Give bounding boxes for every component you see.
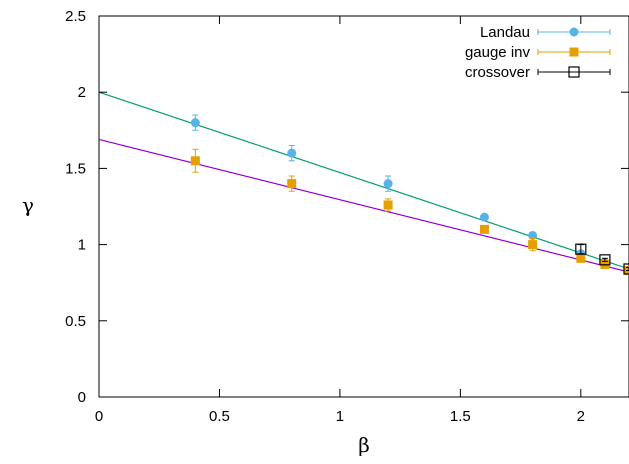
marker-crossover	[575, 243, 587, 255]
marker-gauge-inv	[383, 200, 393, 210]
marker-gauge-inv	[190, 156, 200, 166]
marker-crossover	[623, 263, 629, 275]
point-crossover	[575, 243, 587, 255]
point-Landau	[479, 212, 489, 222]
data-points	[190, 114, 629, 276]
point-Landau	[383, 175, 393, 192]
point-crossover	[599, 254, 611, 266]
x-tick-label: 1	[336, 408, 344, 425]
fit-lines	[98, 91, 629, 273]
point-gauge-inv	[383, 198, 393, 212]
marker-Landau	[287, 148, 297, 158]
point-gauge-inv	[576, 253, 586, 263]
y-axis-label: γ	[22, 193, 34, 217]
x-tick-label: 2	[577, 408, 585, 425]
legend-label-Landau: Landau	[480, 24, 530, 41]
legend-label-gauge-inv: gauge inv	[465, 44, 531, 61]
legend-marker-gauge-inv	[569, 47, 579, 57]
legend-marker-Landau	[569, 27, 579, 37]
marker-Landau	[479, 212, 489, 222]
x-tick-label: 0	[95, 408, 103, 425]
marker-Landau	[190, 118, 200, 128]
legend-item-gauge-inv: gauge inv	[465, 44, 611, 61]
point-gauge-inv	[190, 148, 200, 173]
y-tick-label: 1.5	[65, 160, 86, 177]
axis-ticks: 0 0.5 1 1.5 2 0 0.5 1 1.5 2 2.5	[65, 8, 629, 425]
legend-item-crossover: crossover	[465, 64, 611, 81]
fit-line-1	[98, 91, 629, 270]
y-tick-label: 0.5	[65, 313, 86, 330]
legend-marker-crossover	[568, 66, 580, 78]
y-tick-label: 0	[78, 389, 86, 406]
x-axis-label: β	[358, 433, 370, 457]
marker-Landau	[383, 179, 393, 189]
marker-gauge-inv	[576, 253, 586, 263]
legend: Landau gauge inv crossover	[465, 24, 611, 81]
y-tick-label: 2	[78, 84, 86, 101]
legend-item-Landau: Landau	[480, 24, 611, 41]
fit-line-2	[98, 138, 629, 273]
marker-crossover	[599, 254, 611, 266]
x-tick-label: 1.5	[450, 408, 471, 425]
legend-label-crossover: crossover	[465, 64, 530, 81]
point-Landau	[287, 145, 297, 162]
point-gauge-inv	[479, 224, 489, 234]
point-gauge-inv	[287, 175, 297, 192]
marker-gauge-inv	[479, 224, 489, 234]
point-gauge-inv	[528, 238, 538, 252]
marker-gauge-inv	[528, 240, 538, 250]
point-Landau	[190, 114, 200, 131]
y-tick-label: 1	[78, 237, 86, 254]
x-tick-label: 0.5	[209, 408, 230, 425]
y-tick-label: 2.5	[65, 8, 86, 25]
point-crossover	[623, 263, 629, 275]
marker-Landau	[528, 230, 538, 240]
point-Landau	[528, 230, 538, 240]
plot-frame	[98, 15, 629, 398]
marker-gauge-inv	[287, 179, 297, 189]
